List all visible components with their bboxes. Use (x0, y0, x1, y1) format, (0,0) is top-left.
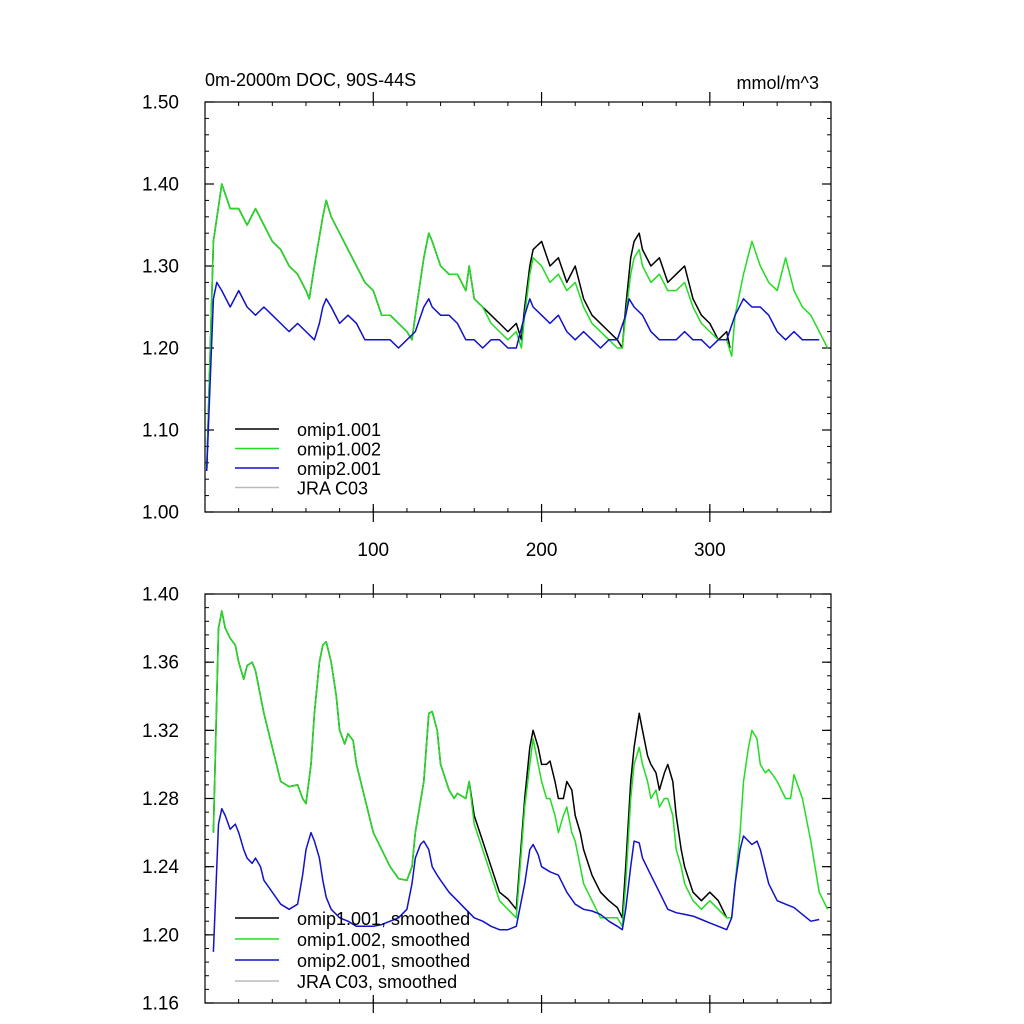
y-tick-label: 1.10 (142, 421, 179, 442)
chart-title: 0m-2000m DOC, 90S-44S (205, 70, 416, 90)
y-tick-label: 1.16 (142, 994, 179, 1015)
y-tick-label: 1.50 (142, 93, 179, 114)
legend-label: omip1.001, smoothed (297, 909, 470, 929)
y-tick-label: 1.20 (142, 925, 179, 946)
legend-label: omip1.001 (297, 420, 381, 440)
panel-top: 1.00 1.10 1.20 1.30 1.40 1.50 100 200 300 0m-2000… (142, 70, 832, 561)
legend-label: omip1.002 (297, 440, 381, 460)
x-tick-label: 100 (357, 540, 389, 561)
x-tick-label: 300 (694, 540, 726, 561)
y-tick-label: 1.36 (142, 653, 179, 674)
legend-label: JRA C03 (297, 479, 368, 499)
legend-label: omip2.001, smoothed (297, 951, 470, 971)
y-tick-label: 1.30 (142, 257, 179, 278)
series-line-3 (212, 807, 820, 952)
y-tick-label: 1.28 (142, 789, 179, 810)
series-line-2 (212, 610, 829, 928)
series-line-3 (205, 281, 820, 472)
legend-label: omip2.001 (297, 459, 381, 479)
y-tick-label: 1.20 (142, 339, 179, 360)
y-tick-label: 1.32 (142, 721, 179, 742)
legend-label: JRA C03, smoothed (297, 972, 457, 992)
x-tick-label: 200 (526, 540, 558, 561)
y-tick-label: 1.00 (142, 503, 179, 524)
y-tick-label: 1.24 (142, 857, 179, 878)
panel-bottom: 1.16 1.20 1.24 1.28 1.32 1.36 1.40 omip1.001, s… (142, 584, 832, 1015)
units-label: mmol/m^3 (737, 73, 819, 93)
plot-frame (204, 101, 832, 513)
y-tick-label: 1.40 (142, 175, 179, 196)
legend-label: omip1.002, smoothed (297, 930, 470, 950)
y-tick-label: 1.40 (142, 585, 179, 606)
